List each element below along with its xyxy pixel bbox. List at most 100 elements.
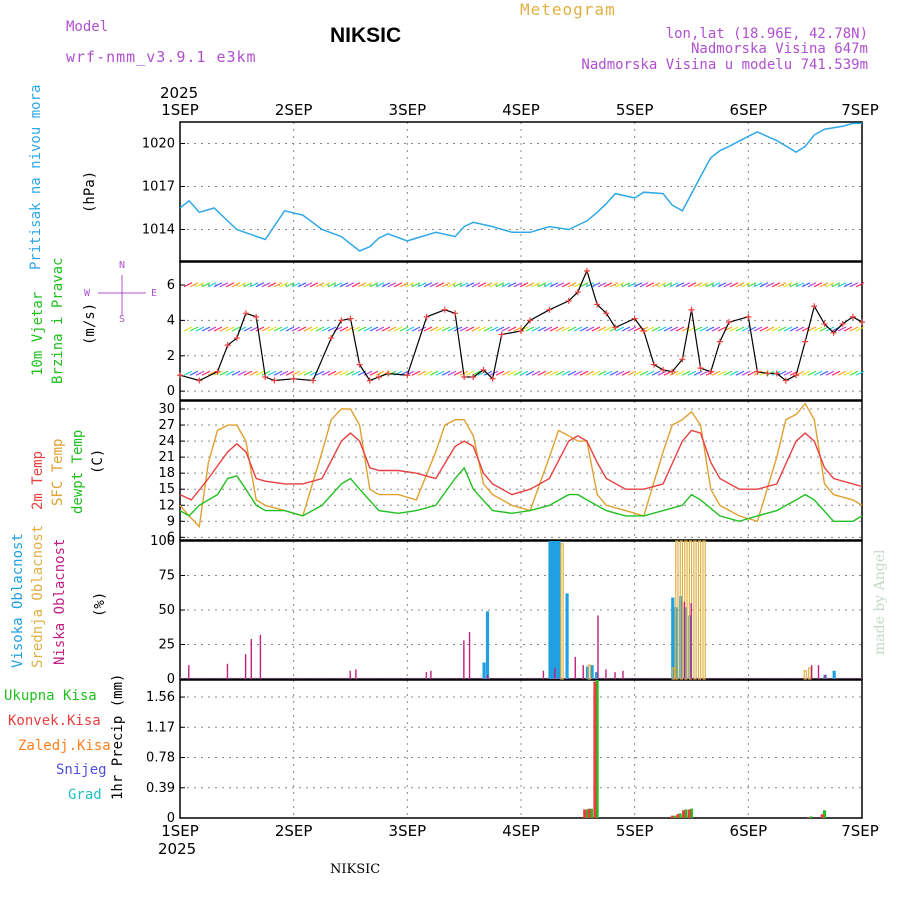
wind-barb bbox=[663, 326, 673, 332]
wind-barb bbox=[225, 370, 235, 376]
wind-barb bbox=[669, 282, 679, 288]
wind-speed-marker bbox=[253, 313, 260, 320]
total-rain-bar bbox=[684, 809, 688, 818]
compass-N: N bbox=[119, 260, 125, 271]
y-tick-label: 1.56 bbox=[146, 690, 175, 705]
wind-barb bbox=[393, 326, 403, 332]
wind-barb bbox=[603, 326, 613, 332]
wind-speed-marker bbox=[347, 315, 354, 322]
wind-barb bbox=[441, 282, 451, 288]
wind-speed-marker bbox=[546, 306, 553, 313]
wind-speed-marker bbox=[660, 366, 667, 373]
wind-barb bbox=[429, 370, 439, 376]
wind-barb bbox=[819, 282, 829, 288]
legend-snow: Snijeg bbox=[56, 762, 107, 778]
wind-barb bbox=[549, 370, 559, 376]
low-cloud-bar bbox=[810, 665, 813, 679]
wind-barb bbox=[795, 282, 805, 288]
total-rain-bar bbox=[690, 808, 693, 818]
wind-barb bbox=[201, 282, 211, 288]
wind-barb bbox=[279, 282, 289, 288]
wind-barb bbox=[357, 326, 367, 332]
wind-barb bbox=[783, 326, 793, 332]
wind-barb bbox=[579, 326, 589, 332]
wind-barb bbox=[267, 282, 277, 288]
wind-barb bbox=[189, 282, 199, 288]
wind-barb bbox=[531, 326, 541, 332]
panel-frame bbox=[179, 261, 863, 401]
year-bottom: 2025 bbox=[158, 840, 197, 858]
high-cloud-bar bbox=[485, 611, 490, 679]
wind-barb bbox=[519, 282, 529, 288]
wind-barb bbox=[603, 282, 613, 288]
wind-barb bbox=[369, 326, 379, 332]
wind-barb bbox=[231, 282, 241, 288]
high-cloud-bar bbox=[548, 541, 552, 679]
wind-barb bbox=[225, 282, 235, 288]
wind-barb bbox=[411, 326, 421, 332]
wind-barb bbox=[357, 282, 367, 288]
x-day-label-top: 4SEP bbox=[502, 101, 540, 119]
wind-barb bbox=[297, 282, 307, 288]
wind-barb bbox=[711, 370, 721, 376]
wind-barb bbox=[351, 370, 361, 376]
wind-barb bbox=[387, 370, 397, 376]
wind-speed-marker bbox=[574, 289, 581, 296]
wind-barb bbox=[813, 370, 823, 376]
conv-rain-bar bbox=[583, 809, 587, 818]
wind-barb bbox=[759, 282, 769, 288]
wind-barb bbox=[717, 326, 727, 332]
x-day-label-top: 5SEP bbox=[616, 101, 654, 119]
wind-barb bbox=[201, 326, 211, 332]
wind-barb bbox=[459, 326, 469, 332]
wind-speed-marker bbox=[594, 301, 601, 308]
y-tick-label: 21 bbox=[158, 450, 175, 465]
wind-barb bbox=[459, 282, 469, 288]
wind-barb bbox=[735, 282, 745, 288]
wind-speed-marker bbox=[612, 324, 619, 331]
y-tick-label: 0 bbox=[167, 672, 175, 687]
wind-speed-marker bbox=[338, 317, 345, 324]
wind-barb bbox=[399, 326, 409, 332]
wind-barb bbox=[513, 282, 523, 288]
wind-barb bbox=[495, 370, 505, 376]
low-cloud-bar bbox=[188, 665, 190, 679]
wind-barb bbox=[435, 282, 445, 288]
wind-barb bbox=[243, 282, 253, 288]
wind-barb bbox=[435, 370, 445, 376]
wind-barb bbox=[213, 282, 223, 288]
wind-barb bbox=[423, 282, 433, 288]
mid-cloud-bar bbox=[808, 667, 812, 680]
wind-barb bbox=[681, 370, 691, 376]
wind-barb bbox=[501, 326, 511, 332]
wind-speed-marker bbox=[697, 365, 704, 372]
wind-barb bbox=[753, 326, 763, 332]
wind-speed-marker bbox=[830, 329, 837, 336]
panel-frame bbox=[179, 400, 863, 541]
y-tick-label: 9 bbox=[167, 514, 175, 529]
wind-speed-marker bbox=[233, 335, 240, 342]
wind-barb bbox=[507, 282, 517, 288]
total-rain-bar bbox=[678, 813, 682, 818]
wind-barb bbox=[819, 326, 829, 332]
year-top: 2025 bbox=[160, 84, 199, 102]
compass-E: E bbox=[151, 288, 157, 299]
wind-barb bbox=[183, 370, 193, 376]
wind-barb bbox=[849, 282, 859, 288]
wind-barb bbox=[711, 326, 721, 332]
wind-barb bbox=[519, 370, 529, 376]
wind-barb bbox=[381, 282, 391, 288]
wind-barb bbox=[267, 370, 277, 376]
x-day-label-bottom: 5SEP bbox=[616, 822, 654, 840]
wind-barb bbox=[315, 326, 325, 332]
wind-barb bbox=[273, 326, 283, 332]
high-cloud-bar bbox=[557, 541, 561, 679]
wind-barb bbox=[741, 370, 751, 376]
low-cloud-bar bbox=[425, 672, 428, 679]
wind-barb bbox=[645, 282, 655, 288]
y-tick-label: 75 bbox=[158, 569, 175, 584]
wind-barb bbox=[645, 370, 655, 376]
low-cloud-bar bbox=[463, 640, 465, 679]
wind-barb bbox=[243, 326, 253, 332]
wind-barb bbox=[339, 370, 349, 376]
